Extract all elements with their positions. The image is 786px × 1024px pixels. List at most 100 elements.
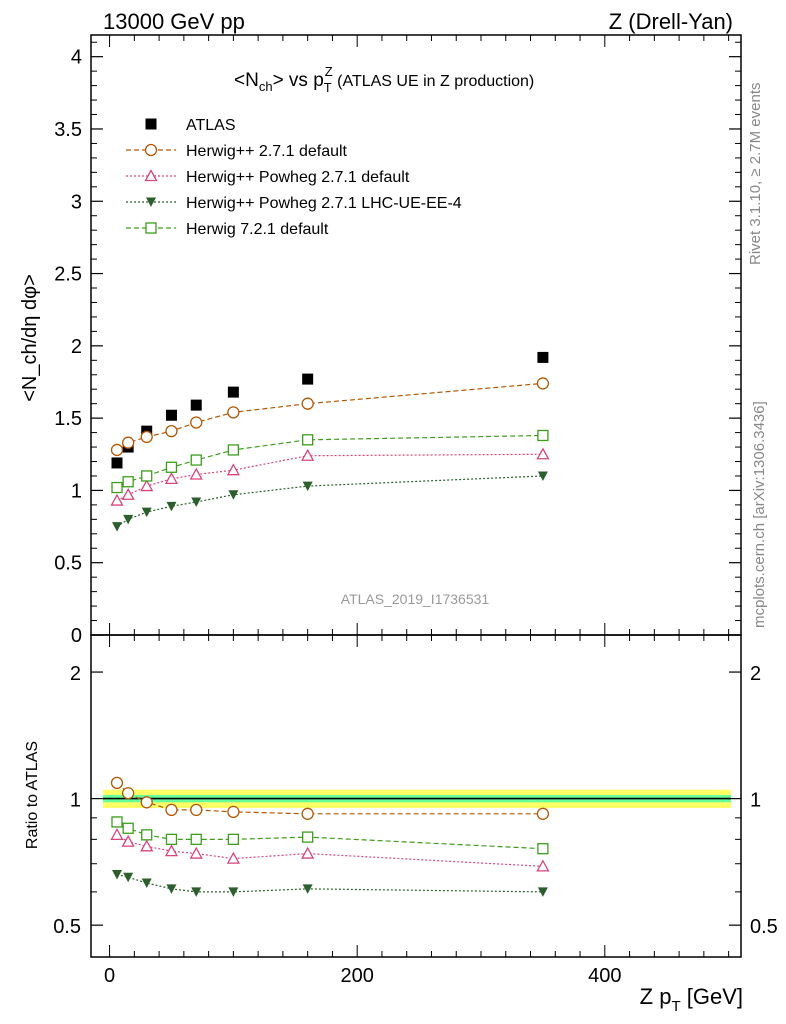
legend-label-3: Herwig++ Powheg 2.7.1 LHC-UE-EE-4 bbox=[186, 195, 462, 212]
main-series-0-point-0 bbox=[111, 457, 123, 469]
ratio-panel: 0.5 0.5 1 1 2 2 0 200 400 Ratio to ATLAS Z pT [… bbox=[24, 634, 778, 1015]
main-series-4-point-6 bbox=[302, 434, 314, 446]
main-y-tick-label-2: 1 bbox=[71, 480, 82, 502]
ratio-series-2-point-2 bbox=[141, 878, 152, 888]
ratio-series-2-point-5 bbox=[228, 887, 239, 897]
main-series-3-point-4 bbox=[191, 497, 202, 507]
legend-marker-1 bbox=[144, 143, 158, 157]
ratio-series-3-point-3 bbox=[165, 833, 178, 846]
ratio-series-3-point-4 bbox=[190, 833, 202, 846]
main-series-2-point-1 bbox=[121, 487, 135, 500]
x-axis-label-part-a: Z p bbox=[640, 984, 672, 1009]
ratio-series-2-point-1 bbox=[123, 872, 134, 883]
ratio-series-1-point-6 bbox=[301, 846, 315, 859]
plot-title-subscript-t: T bbox=[324, 80, 332, 95]
main-series-0-point-7 bbox=[537, 351, 549, 363]
x-tick-label-2: 400 bbox=[588, 965, 621, 987]
ratio-series-0-point-4 bbox=[190, 803, 203, 817]
ratio-series-2-point-4 bbox=[191, 887, 202, 897]
main-y-tick-label-7: 3.5 bbox=[54, 119, 82, 141]
ratio-y-axis: 0.5 0.5 1 1 2 2 bbox=[53, 663, 778, 938]
analysis-label: ATLAS_2019_I1736531 bbox=[341, 591, 490, 607]
main-series-0-point-5 bbox=[227, 386, 239, 398]
ratio-y-tick-label-right-0: 0.5 bbox=[750, 916, 778, 938]
main-series-4-point-7 bbox=[537, 429, 549, 442]
legend-marker-4 bbox=[145, 222, 157, 234]
legend-label-1: Herwig++ 2.7.1 default bbox=[186, 143, 348, 160]
ratio-series-1-point-4 bbox=[189, 846, 203, 859]
x-axis-label-part-b: [GeV] bbox=[681, 984, 743, 1009]
main-series-2-line bbox=[116, 453, 543, 502]
main-series-3-point-7 bbox=[537, 471, 548, 481]
main-y-tick-label-3: 1.5 bbox=[54, 408, 82, 430]
main-series-3-point-6 bbox=[302, 481, 313, 492]
ratio-series-3-point-7 bbox=[537, 843, 549, 855]
ratio-series-0-point-3 bbox=[165, 803, 178, 817]
main-y-tick-label-1: 0.5 bbox=[54, 553, 82, 575]
legend-label-2: Herwig++ Powheg 2.7.1 default bbox=[186, 169, 410, 186]
legend-label-0: ATLAS bbox=[186, 117, 236, 134]
main-y-tick-label-8: 4 bbox=[71, 47, 82, 69]
main-y-tick-label-0: 0 bbox=[71, 625, 82, 647]
ratio-y-axis-label: Ratio to ATLAS bbox=[24, 741, 41, 849]
main-series-4-point-4 bbox=[190, 454, 202, 466]
ratio-x-axis: 0 200 400 bbox=[104, 635, 730, 987]
ratio-series-3-point-6 bbox=[302, 831, 314, 843]
plot-title: <Nch> vs pTZ (ATLAS UE in Z production) bbox=[234, 64, 534, 95]
ratio-series-0-point-0 bbox=[110, 776, 124, 790]
main-series-4-point-1 bbox=[122, 476, 134, 488]
main-series-4-point-2 bbox=[141, 470, 153, 482]
main-series-1-point-5 bbox=[227, 406, 240, 419]
ratio-series-3-line bbox=[116, 821, 543, 850]
ratio-plot-content bbox=[103, 776, 731, 897]
main-series-0-point-3 bbox=[165, 409, 177, 421]
plot-title-part-a: <N bbox=[234, 70, 259, 91]
main-series-3-point-5 bbox=[228, 490, 239, 500]
main-x-ticks bbox=[109, 35, 730, 635]
ratio-series-1-point-1 bbox=[121, 834, 135, 847]
main-panel: 0 0.5 1 1.5 2 2.5 3 3.5 4 <Nch> vs pTZ (ATLAS UE… bbox=[19, 34, 742, 647]
main-series-1-point-2 bbox=[140, 430, 153, 444]
ratio-series-2-point-7 bbox=[537, 887, 548, 897]
ratio-series-0-point-6 bbox=[301, 807, 314, 820]
main-series-3-point-1 bbox=[123, 514, 134, 525]
mcplots-label: mcplots.cern.ch [arXiv:1306.3436] bbox=[751, 401, 768, 628]
main-series-2-point-0 bbox=[110, 493, 124, 506]
main-series-2-point-4 bbox=[189, 467, 203, 480]
ratio-series-1-point-3 bbox=[164, 844, 179, 857]
ratio-y-tick-label-0: 0.5 bbox=[53, 916, 81, 938]
plot-title-part-c: (ATLAS UE in Z production) bbox=[333, 73, 535, 90]
ratio-y-tick-label-right-1: 1 bbox=[750, 790, 761, 812]
main-series-2-point-5 bbox=[226, 463, 240, 476]
legend-marker-3 bbox=[146, 197, 156, 207]
x-axis-label-subscript: T bbox=[671, 998, 680, 1015]
x-tick-label-1: 200 bbox=[341, 965, 374, 987]
main-y-tick-label-5: 2.5 bbox=[54, 264, 82, 286]
ratio-y-tick-label-right-2: 2 bbox=[750, 663, 761, 685]
ratio-series-1-point-0 bbox=[110, 827, 124, 840]
main-series-1-point-4 bbox=[190, 416, 203, 429]
main-series-3-point-3 bbox=[166, 501, 177, 512]
ratio-series-3-point-1 bbox=[122, 822, 134, 834]
main-series-3-line bbox=[116, 475, 543, 528]
main-series-0-point-4 bbox=[190, 399, 202, 411]
main-series-4-point-0 bbox=[111, 481, 123, 494]
ratio-y-tick-label-2: 2 bbox=[70, 663, 81, 685]
legend-label-4: Herwig 7.2.1 default bbox=[186, 221, 329, 238]
ratio-series-0-point-2 bbox=[140, 796, 153, 809]
ratio-series-3-point-0 bbox=[111, 816, 123, 828]
ratio-series-3-point-5 bbox=[227, 833, 240, 846]
main-y-tick-label-6: 3 bbox=[71, 191, 82, 213]
plot-title-superscript-z: Z bbox=[325, 64, 333, 79]
main-series-1-point-6 bbox=[301, 397, 314, 410]
ratio-series-3-point-2 bbox=[141, 829, 153, 841]
ratio-series-1-point-7 bbox=[536, 859, 550, 872]
plot-title-subscript-ch: ch bbox=[259, 79, 273, 94]
ratio-frame bbox=[90, 634, 742, 958]
header-right-label: Z (Drell-Yan) bbox=[609, 9, 733, 34]
main-series-3-point-0 bbox=[112, 522, 122, 532]
main-series-2-point-6 bbox=[301, 448, 315, 461]
main-y-axis-label: <N_ch/dη dφ> bbox=[19, 274, 41, 402]
main-series-0-point-6 bbox=[302, 373, 314, 385]
